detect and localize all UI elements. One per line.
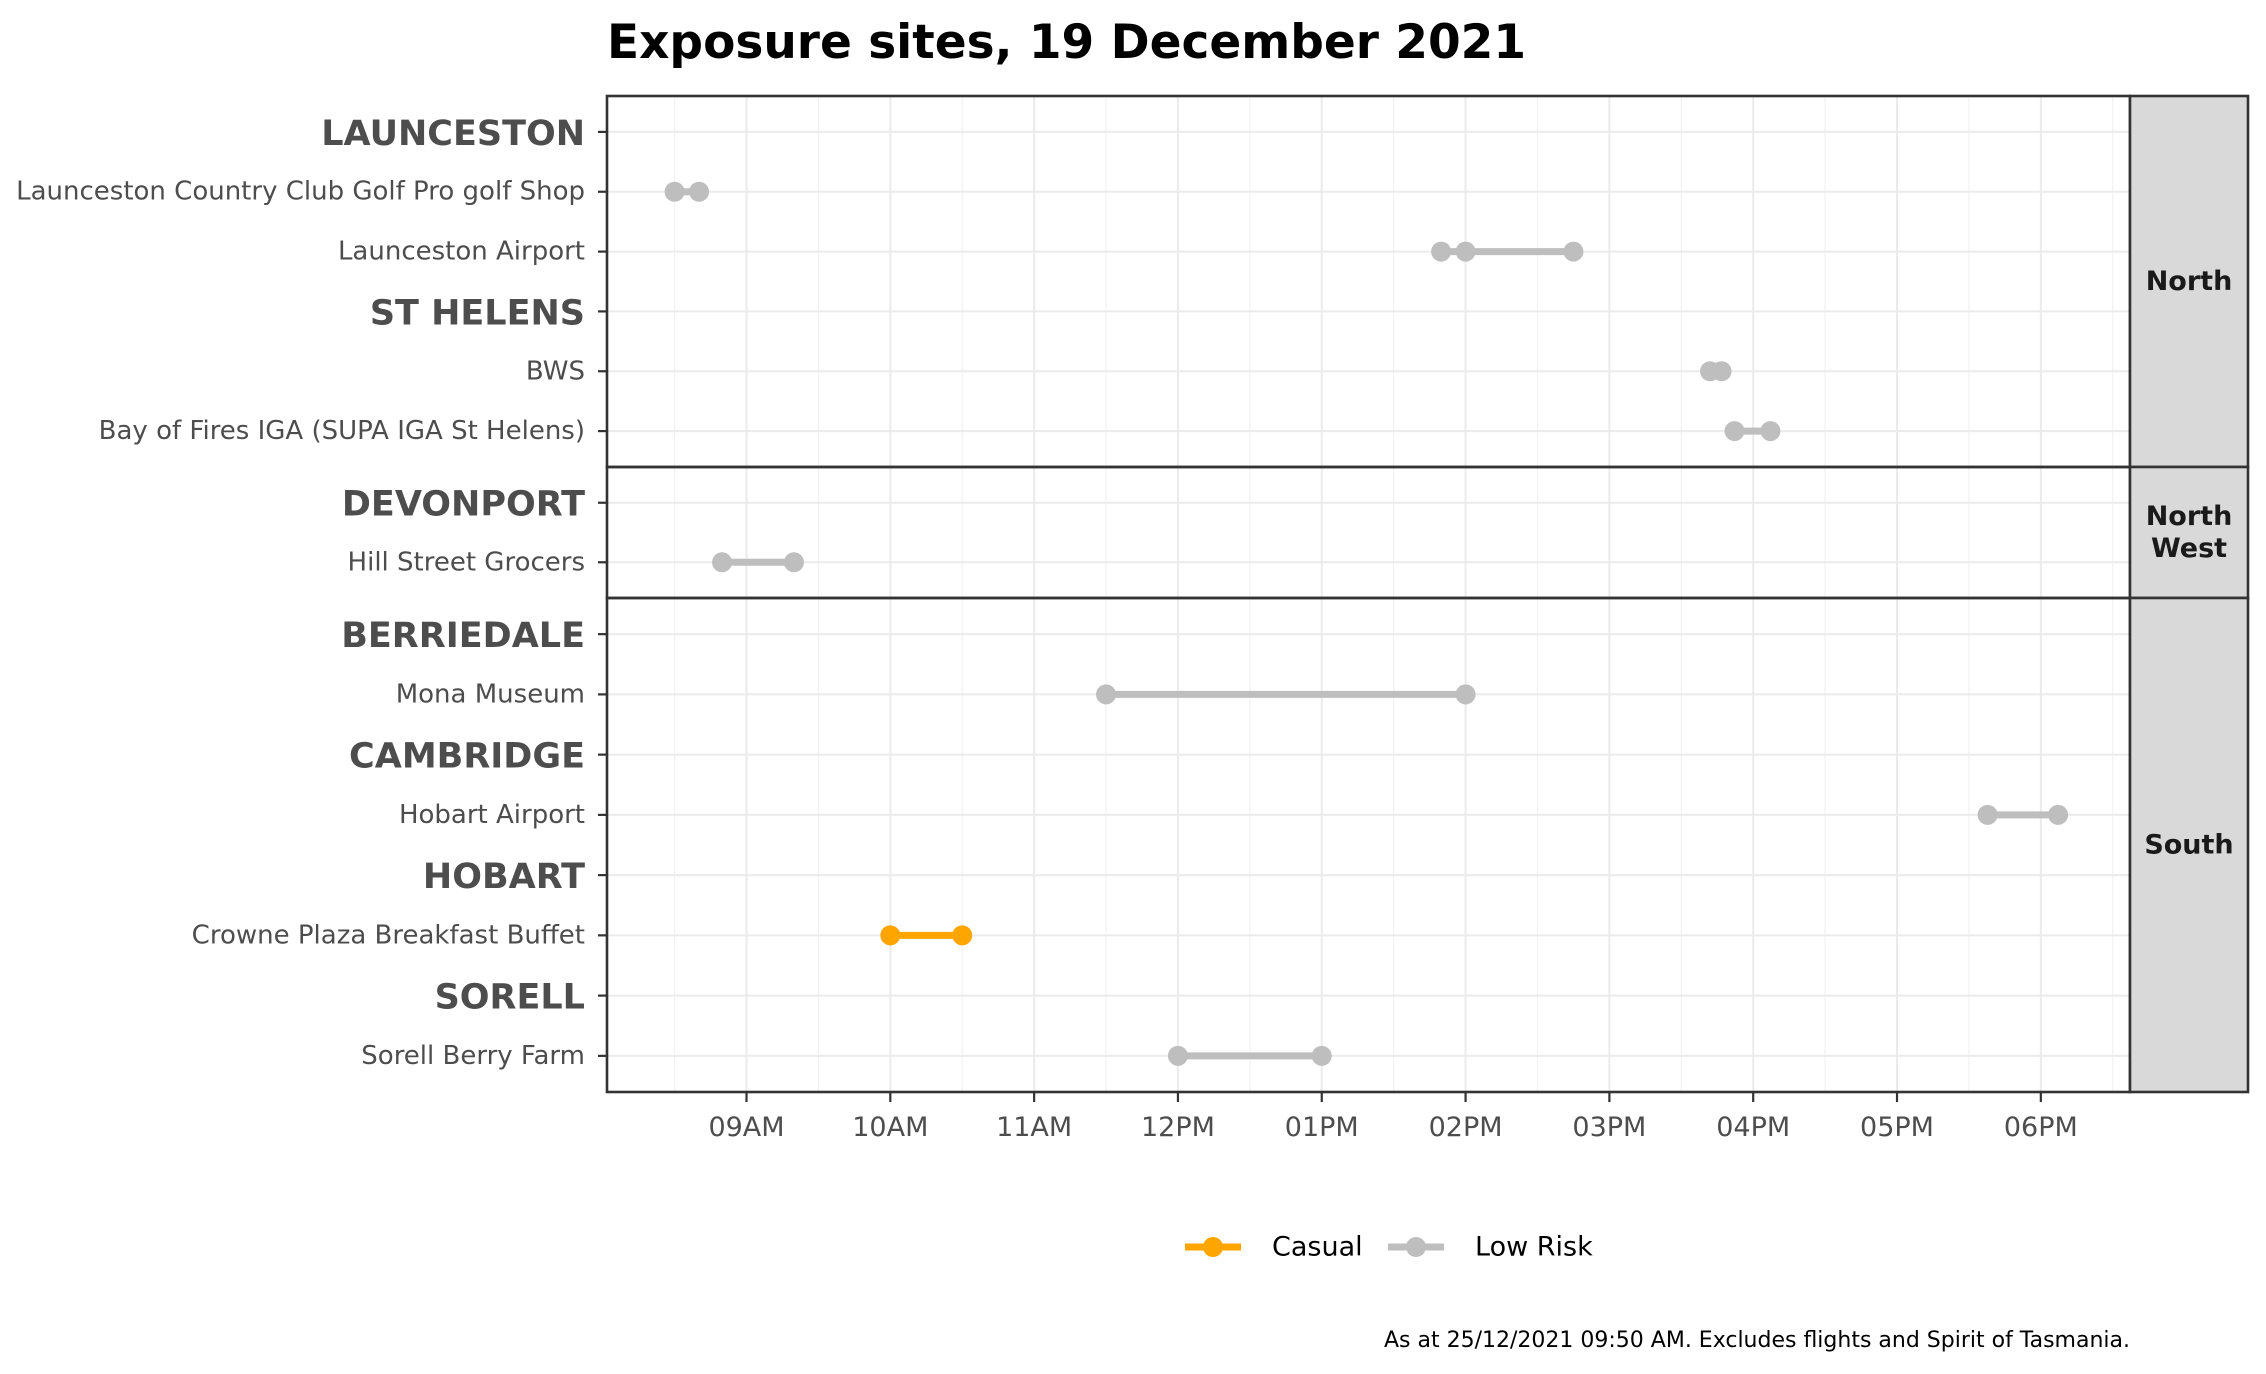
y-label-sorell-berry-farm: Sorell Berry Farm (361, 1041, 585, 1071)
legend-label-low-risk: Low Risk (1475, 1232, 1593, 1263)
exposure-point-launceston-country-club-golf-pro-golf-shop-0 (664, 181, 685, 202)
exposure-point-bay-of-fires-iga-supa-iga-st-helens-0 (1724, 421, 1745, 442)
y-label-bws: BWS (526, 356, 585, 386)
exposure-point-hill-street-grocers-1 (783, 552, 804, 573)
y-label-bay-of-fires-iga-supa-iga-st-helens: Bay of Fires IGA (SUPA IGA St Helens) (99, 416, 585, 446)
x-tick-label-06pm: 06PM (2004, 1112, 2078, 1143)
exposure-point-launceston-airport-2 (1563, 241, 1584, 262)
y-label-hobart-airport: Hobart Airport (399, 800, 585, 830)
y-label-launceston-country-club-golf-pro-golf-shop: Launceston Country Club Golf Pro golf Sh… (16, 177, 585, 207)
panel-border-north (605, 94, 2132, 469)
x-tick-label-10am: 10AM (852, 1112, 928, 1143)
exposure-point-sorell-berry-farm-1 (1311, 1045, 1332, 1066)
x-tick-label-02pm: 02PM (1429, 1112, 1503, 1143)
x-tick-label-09am: 09AM (708, 1112, 784, 1143)
y-label-crowne-plaza-breakfast-buffet: Crowne Plaza Breakfast Buffet (192, 920, 585, 950)
x-tick-label-05pm: 05PM (1860, 1112, 1934, 1143)
strip-label-north-west: North (2146, 501, 2233, 532)
exposure-point-mona-museum-1 (1455, 684, 1476, 705)
panel-border-south (605, 596, 2132, 1094)
y-label-st-helens: ST HELENS (370, 293, 585, 333)
y-label-hobart: HOBART (423, 857, 585, 897)
panel-frames (605, 94, 2132, 1094)
exposure-point-crowne-plaza-breakfast-buffet-1 (952, 925, 973, 946)
exposure-point-bws-1 (1711, 361, 1732, 382)
chart-title: Exposure sites, 19 December 2021 (607, 15, 1526, 70)
exposure-point-sorell-berry-farm-0 (1167, 1045, 1188, 1066)
strip-label-north-west: West (2151, 533, 2227, 564)
exposure-point-hobart-airport-0 (1977, 804, 1998, 825)
legend: Casual Low Risk (1185, 1232, 1593, 1263)
strip-bg-north-west (2128, 465, 2250, 600)
panel-border-north-west (605, 465, 2132, 600)
exposure-point-mona-museum-0 (1096, 684, 1117, 705)
legend-item-casual: Casual (1185, 1232, 1363, 1263)
y-label-devonport: DEVONPORT (342, 485, 585, 525)
exposure-point-launceston-country-club-golf-pro-golf-shop-1 (689, 181, 710, 202)
y-label-launceston-airport: Launceston Airport (338, 237, 585, 267)
strip-bg-north (2128, 94, 2250, 469)
exposure-point-crowne-plaza-breakfast-buffet-0 (880, 925, 901, 946)
exposure-point-bay-of-fires-iga-supa-iga-st-helens-1 (1760, 421, 1781, 442)
exposure-point-hill-street-grocers-0 (712, 552, 733, 573)
y-label-launceston: LAUNCESTON (321, 114, 585, 154)
strip-label-south: South (2144, 830, 2233, 861)
legend-swatch-point (1406, 1237, 1426, 1257)
plot-marks (664, 181, 2069, 1066)
exposure-point-hobart-airport-1 (2048, 804, 2069, 825)
x-tick-label-04pm: 04PM (1716, 1112, 1790, 1143)
y-axis-labels: LAUNCESTON Launceston Country Club Golf P… (16, 114, 585, 1071)
x-axis: 09AM 10AM 11AM 12PM 01PM 02PM 03PM 04PM 05PM 06PM (598, 130, 2078, 1143)
y-label-hill-street-grocers: Hill Street Grocers (348, 547, 585, 577)
strip-bg-south (2128, 596, 2250, 1094)
legend-label-casual: Casual (1272, 1232, 1363, 1263)
exposure-point-launceston-airport-0 (1431, 241, 1452, 262)
x-tick-label-11am: 11AM (996, 1112, 1072, 1143)
y-label-cambridge: CAMBRIDGE (349, 737, 585, 777)
y-label-berriedale: BERRIEDALE (341, 616, 585, 656)
x-tick-label-12pm: 12PM (1141, 1112, 1215, 1143)
x-tick-label-01pm: 01PM (1285, 1112, 1359, 1143)
exposure-point-launceston-airport-1 (1455, 241, 1476, 262)
y-label-mona-museum: Mona Museum (396, 679, 585, 709)
chart-caption: As at 25/12/2021 09:50 AM. Excludes flig… (1384, 1328, 2130, 1353)
legend-swatch-point (1203, 1237, 1223, 1257)
strip-label-north: North (2146, 266, 2233, 297)
legend-item-low-risk: Low Risk (1388, 1232, 1593, 1263)
x-tick-label-03pm: 03PM (1572, 1112, 1646, 1143)
grid-lines (607, 96, 2130, 1092)
y-label-sorell: SORELL (435, 978, 585, 1018)
